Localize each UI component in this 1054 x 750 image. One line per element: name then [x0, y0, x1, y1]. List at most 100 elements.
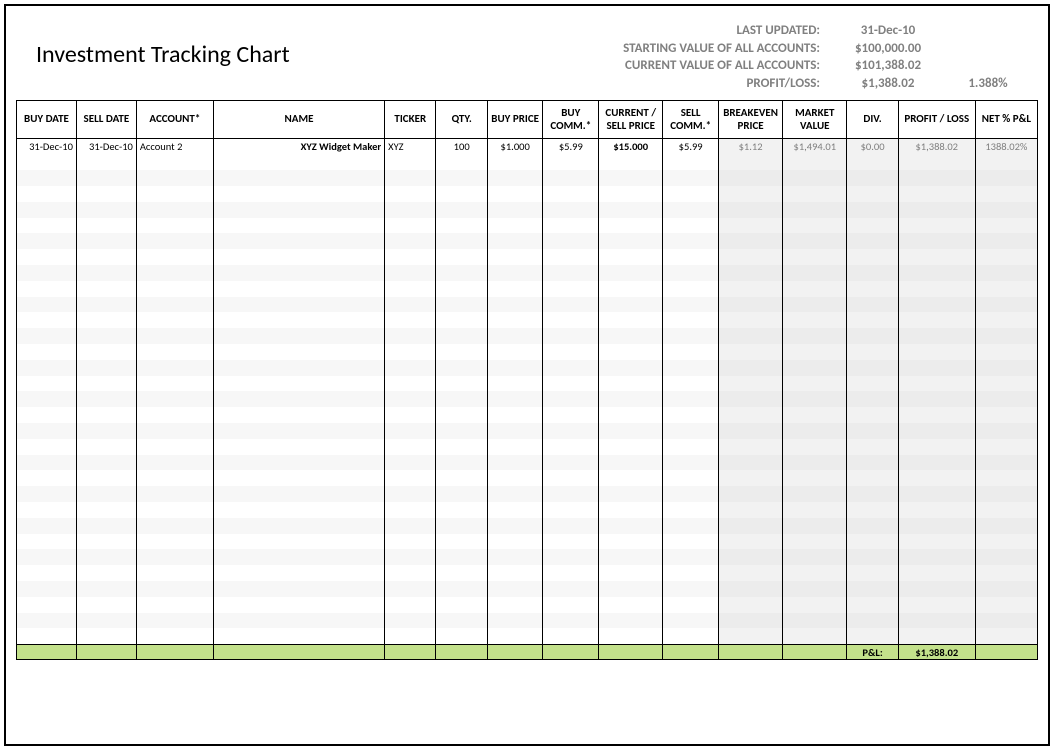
cell[interactable]	[17, 581, 77, 597]
cell[interactable]	[718, 249, 782, 265]
cell[interactable]	[213, 455, 384, 471]
cell[interactable]	[436, 502, 487, 518]
cell[interactable]	[663, 249, 719, 265]
cell[interactable]	[663, 202, 719, 218]
cell[interactable]	[213, 565, 384, 581]
cell[interactable]	[136, 186, 213, 202]
cell[interactable]	[543, 565, 599, 581]
cell[interactable]	[599, 407, 663, 423]
cell[interactable]	[718, 455, 782, 471]
cell[interactable]	[436, 170, 487, 186]
cell[interactable]	[213, 202, 384, 218]
cell[interactable]	[847, 502, 898, 518]
cell[interactable]	[783, 502, 847, 518]
table-row[interactable]	[17, 613, 1038, 629]
cell[interactable]	[718, 186, 782, 202]
cell[interactable]	[385, 613, 436, 629]
cell[interactable]	[783, 328, 847, 344]
cell[interactable]	[385, 439, 436, 455]
cell[interactable]	[783, 376, 847, 392]
cell[interactable]	[975, 565, 1037, 581]
cell[interactable]	[17, 486, 77, 502]
table-row[interactable]	[17, 597, 1038, 613]
cell[interactable]	[385, 297, 436, 313]
cell[interactable]	[436, 455, 487, 471]
cell[interactable]	[783, 534, 847, 550]
cell[interactable]	[783, 407, 847, 423]
cell[interactable]	[898, 407, 975, 423]
cell[interactable]	[76, 360, 136, 376]
cell[interactable]	[136, 233, 213, 249]
cell[interactable]	[847, 534, 898, 550]
cell[interactable]	[213, 534, 384, 550]
cell[interactable]	[17, 407, 77, 423]
cell[interactable]	[783, 344, 847, 360]
cell[interactable]	[847, 249, 898, 265]
cell[interactable]	[718, 502, 782, 518]
cell[interactable]	[718, 328, 782, 344]
cell[interactable]	[436, 549, 487, 565]
cell[interactable]	[385, 376, 436, 392]
cell[interactable]	[599, 281, 663, 297]
cell[interactable]	[783, 628, 847, 644]
cell[interactable]	[543, 502, 599, 518]
cell[interactable]	[783, 265, 847, 281]
cell[interactable]	[487, 439, 543, 455]
cell[interactable]	[543, 407, 599, 423]
cell[interactable]	[847, 423, 898, 439]
cell[interactable]	[663, 265, 719, 281]
cell[interactable]	[898, 265, 975, 281]
cell[interactable]	[136, 281, 213, 297]
cell[interactable]	[718, 628, 782, 644]
cell[interactable]	[487, 486, 543, 502]
cell[interactable]: XYZ Widget Maker	[213, 139, 384, 155]
cell[interactable]	[543, 391, 599, 407]
cell[interactable]	[898, 423, 975, 439]
cell[interactable]	[975, 439, 1037, 455]
cell[interactable]	[136, 549, 213, 565]
cell[interactable]	[898, 233, 975, 249]
cell[interactable]	[385, 218, 436, 234]
cell[interactable]	[136, 391, 213, 407]
cell[interactable]	[436, 344, 487, 360]
cell[interactable]	[385, 628, 436, 644]
cell[interactable]	[436, 391, 487, 407]
cell[interactable]	[543, 312, 599, 328]
cell[interactable]	[385, 597, 436, 613]
cell[interactable]	[663, 470, 719, 486]
cell[interactable]	[136, 534, 213, 550]
cell[interactable]	[17, 534, 77, 550]
cell[interactable]	[663, 154, 719, 170]
table-row[interactable]	[17, 218, 1038, 234]
cell[interactable]	[76, 218, 136, 234]
cell[interactable]: 31-Dec-10	[17, 139, 77, 155]
cell[interactable]	[487, 328, 543, 344]
cell[interactable]	[663, 423, 719, 439]
cell[interactable]	[213, 597, 384, 613]
cell[interactable]	[76, 202, 136, 218]
cell[interactable]	[487, 628, 543, 644]
cell[interactable]	[436, 202, 487, 218]
cell[interactable]	[898, 628, 975, 644]
cell[interactable]	[17, 518, 77, 534]
cell[interactable]	[975, 344, 1037, 360]
cell[interactable]	[783, 360, 847, 376]
cell[interactable]	[718, 613, 782, 629]
cell[interactable]	[718, 344, 782, 360]
cell[interactable]	[718, 565, 782, 581]
cell[interactable]	[17, 502, 77, 518]
cell[interactable]	[898, 344, 975, 360]
cell[interactable]	[718, 218, 782, 234]
cell[interactable]	[663, 376, 719, 392]
cell[interactable]	[213, 423, 384, 439]
cell[interactable]	[213, 297, 384, 313]
cell[interactable]	[975, 597, 1037, 613]
cell[interactable]: 1388.02%	[975, 139, 1037, 155]
cell[interactable]	[17, 597, 77, 613]
cell[interactable]	[783, 202, 847, 218]
cell[interactable]	[76, 328, 136, 344]
cell[interactable]	[213, 265, 384, 281]
cell[interactable]	[543, 581, 599, 597]
cell[interactable]	[76, 344, 136, 360]
cell[interactable]	[385, 249, 436, 265]
